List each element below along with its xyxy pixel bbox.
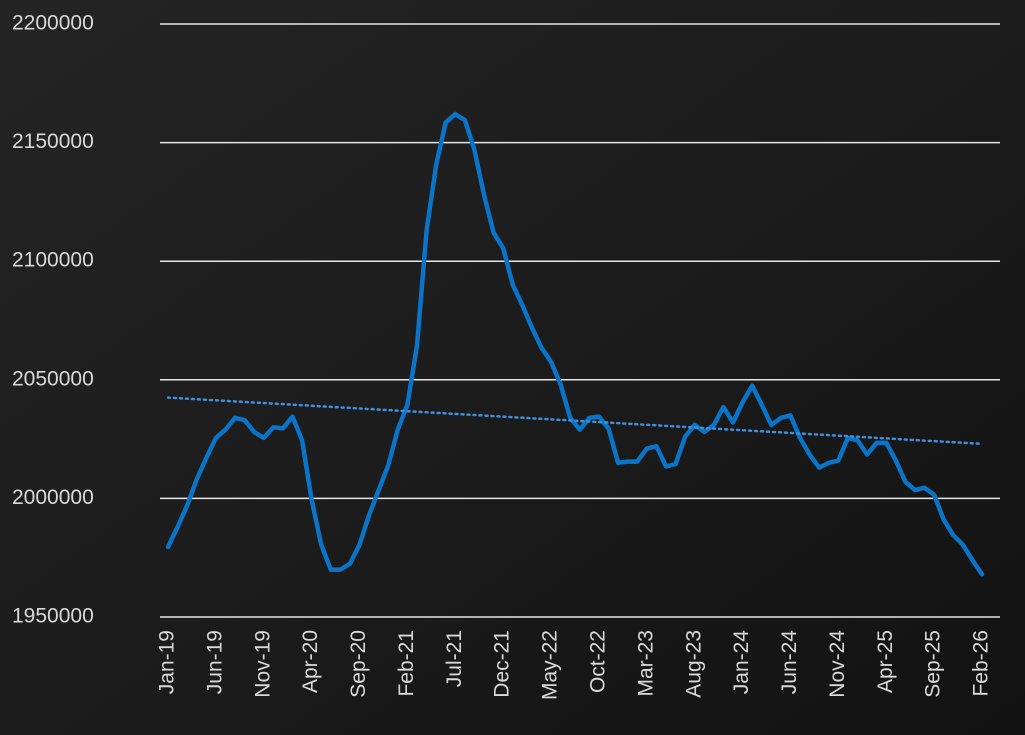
y-tick-label: 2100000 <box>12 249 94 272</box>
trend-line <box>166 396 984 446</box>
x-tick-label: Jun-24 <box>778 630 801 695</box>
x-tick-label: Nov-19 <box>251 630 274 698</box>
x-tick-label: Aug-23 <box>682 630 705 698</box>
x-tick-label: Nov-24 <box>826 630 849 698</box>
data-line <box>165 111 985 577</box>
y-tick-label: 2000000 <box>12 486 94 509</box>
x-tick-label: Feb-21 <box>395 630 418 697</box>
x-tick-label: Feb-26 <box>970 630 993 697</box>
x-tick-label: Jun-19 <box>203 630 226 694</box>
x-tick-label: Mar-23 <box>634 630 657 697</box>
y-tick-label: 2050000 <box>12 367 94 390</box>
x-tick-label: Apr-20 <box>299 630 322 693</box>
x-tick-label: Jan-24 <box>730 630 753 695</box>
x-tick-label: Sep-25 <box>922 630 945 698</box>
x-tick-label: Jul-21 <box>443 630 466 687</box>
x-tick-label: Jan-19 <box>156 630 179 694</box>
x-tick-label: Apr-25 <box>874 630 897 693</box>
x-tick-label: May-22 <box>539 630 562 700</box>
x-tick-label: Sep-20 <box>347 630 370 698</box>
x-tick-label: Oct-22 <box>586 630 609 693</box>
y-tick-label: 1950000 <box>12 605 94 628</box>
x-tick-label: Dec-21 <box>491 630 514 698</box>
y-tick-label: 2200000 <box>12 12 94 35</box>
y-tick-label: 2150000 <box>12 130 94 153</box>
